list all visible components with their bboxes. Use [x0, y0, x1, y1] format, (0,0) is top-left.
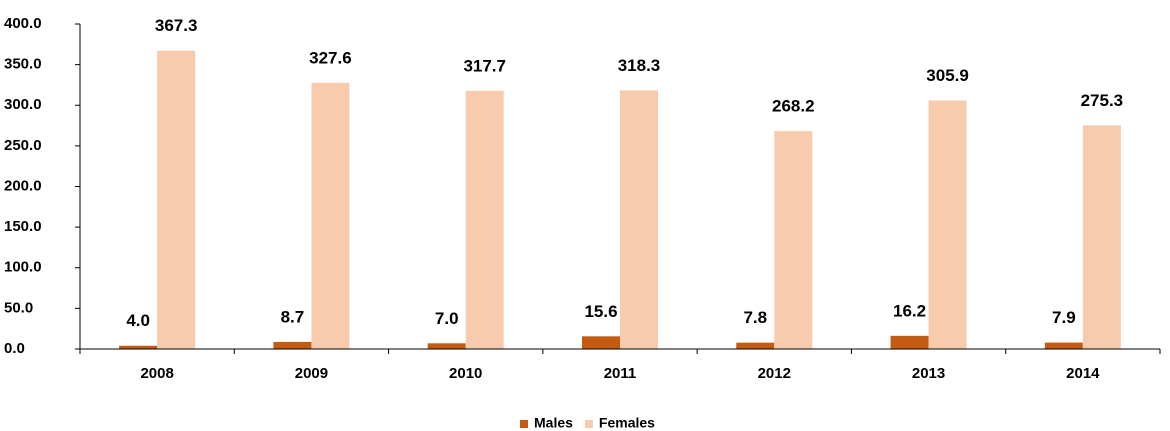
y-tick-label: 350.0 [4, 56, 42, 73]
data-label: 327.6 [309, 48, 352, 67]
data-label: 7.8 [743, 308, 767, 327]
y-tick-label: 200.0 [4, 177, 42, 194]
y-tick-label: 0.0 [4, 340, 25, 357]
y-tick-label: 300.0 [4, 96, 42, 113]
legend-swatch [584, 420, 593, 428]
data-label: 305.9 [926, 66, 969, 85]
bar [465, 90, 504, 350]
x-tick-label: 2014 [1066, 365, 1100, 382]
x-tick-label: 2011 [604, 365, 637, 382]
x-tick-label: 2013 [912, 365, 945, 382]
x-tick-label: 2012 [758, 365, 791, 382]
bar [774, 131, 813, 349]
data-label: 367.3 [155, 16, 198, 35]
x-tick-label: 2008 [140, 365, 173, 382]
legend-label: Females [599, 415, 655, 431]
data-label: 7.9 [1052, 308, 1076, 327]
y-tick-label: 250.0 [4, 137, 42, 154]
bar [736, 342, 775, 349]
data-label: 318.3 [618, 56, 661, 75]
x-tick-label: 2009 [295, 365, 328, 382]
legend-label: Males [534, 415, 573, 431]
legend-swatch [520, 420, 528, 428]
x-tick-label: 2010 [449, 365, 482, 382]
bar [311, 82, 350, 349]
bar [119, 345, 158, 349]
y-tick-label: 50.0 [4, 299, 33, 316]
bar [273, 341, 312, 349]
y-tick-label: 400.0 [4, 15, 42, 32]
bar [1082, 125, 1121, 349]
data-label: 15.6 [584, 302, 617, 321]
data-label: 7.0 [435, 309, 459, 328]
bar [157, 50, 196, 349]
y-tick-label: 150.0 [4, 218, 42, 235]
bar [620, 90, 658, 349]
bar [582, 336, 620, 349]
bar [1044, 342, 1083, 349]
data-label: 4.0 [126, 311, 150, 330]
data-label: 317.7 [463, 56, 506, 75]
data-label: 16.2 [893, 301, 926, 320]
bar [928, 100, 967, 349]
data-label: 8.7 [281, 307, 305, 326]
data-label: 268.2 [772, 97, 815, 116]
bar [890, 335, 929, 349]
data-label: 275.3 [1081, 91, 1124, 110]
bar [427, 343, 466, 349]
y-tick-label: 100.0 [4, 259, 42, 276]
